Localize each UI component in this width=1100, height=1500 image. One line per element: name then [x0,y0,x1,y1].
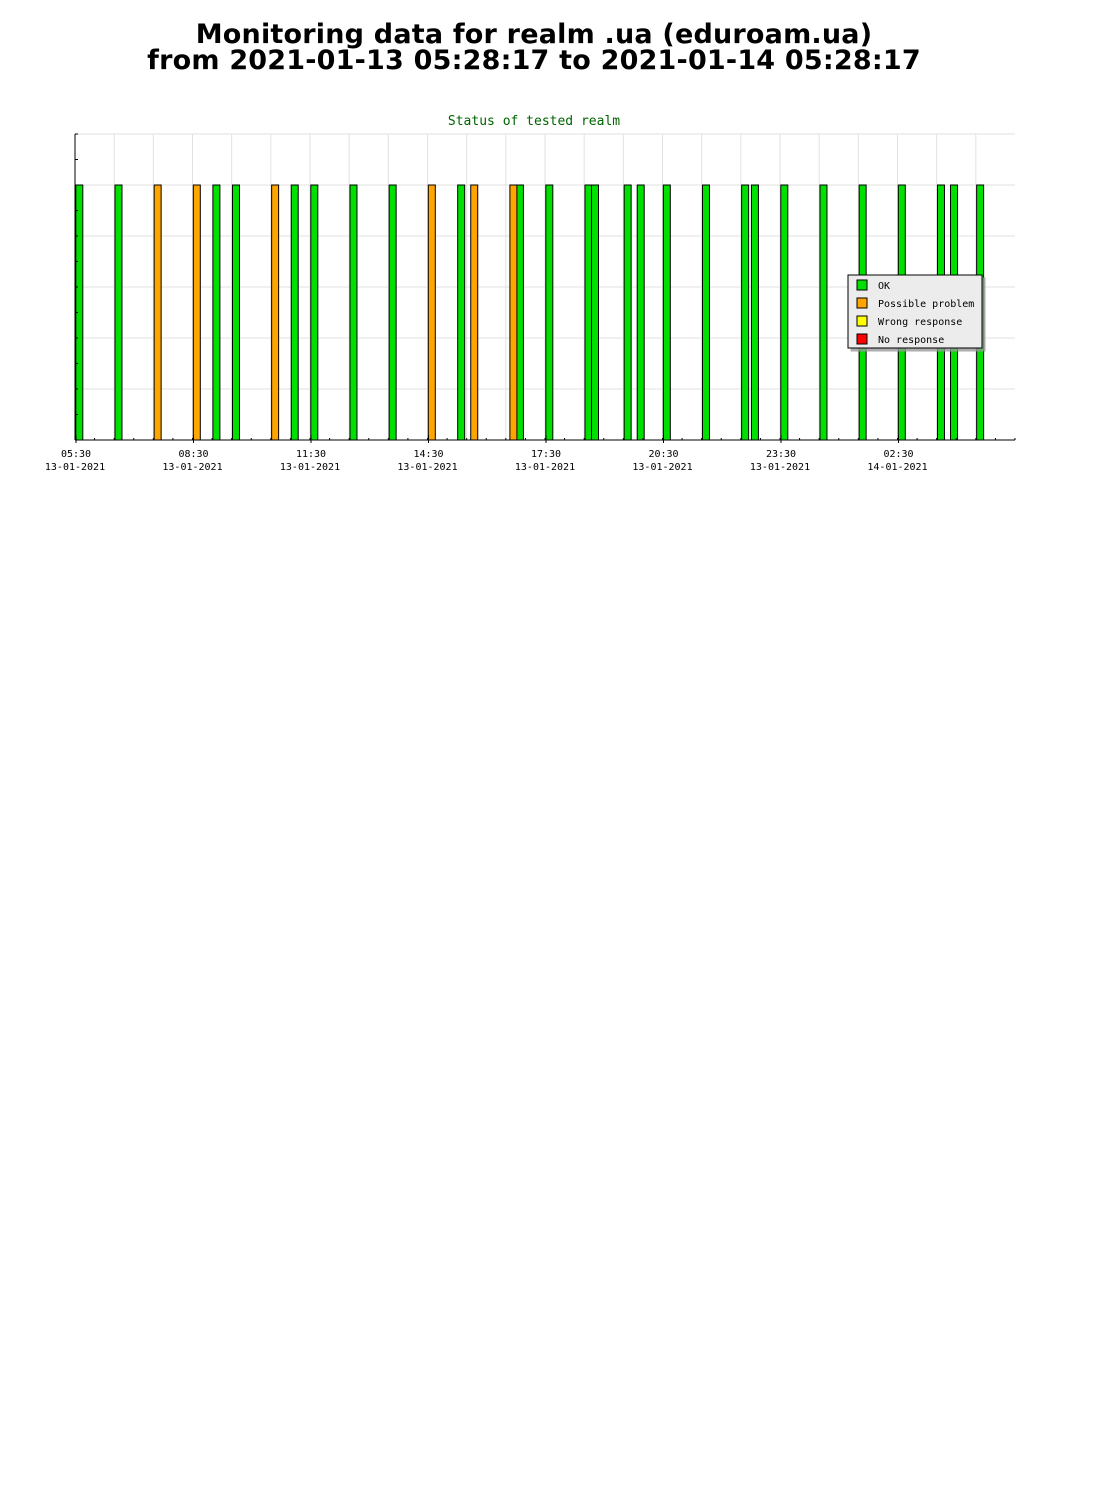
bar-ok [636,184,645,441]
chart-grid [75,133,1015,440]
x-tick-date: 13-01-2021 [632,462,692,473]
bar-ok [741,184,750,441]
page-title: Monitoring data for realm .ua (eduroam.u… [0,19,1068,76]
legend-label: OK [878,281,890,292]
x-tick-time: 08:30 [178,449,208,460]
title-line-period: from 2021-01-13 05:28:17 to 2021-01-14 0… [147,45,921,76]
legend-label: No response [878,335,944,346]
x-tick-time: 05:30 [61,449,91,460]
x-tick-date: 13-01-2021 [397,462,457,473]
chart-title: Status of tested realm [448,114,620,129]
x-axis-labels: 05:30 13-01-2021 08:30 13-01-2021 11:30 13-01… [45,435,928,473]
status-chart: Status of tested realm 05:30 13-01-2021 08… [45,114,1016,473]
bar-ok [290,184,299,441]
bar-possible-problem [427,184,436,441]
legend-label: Possible problem [878,299,974,310]
title-line-realm: Monitoring data for realm .ua (eduroam.u… [195,19,873,50]
x-tick-date: 13-01-2021 [280,462,340,473]
x-tick-date: 13-01-2021 [162,462,222,473]
bar-ok [515,184,524,441]
bar-possible-problem [509,184,518,441]
x-tick-date: 13-01-2021 [45,462,105,473]
bar-ok [212,184,221,441]
legend-label: Wrong response [878,317,962,328]
bar-ok [310,184,319,441]
x-tick-time: 11:30 [296,449,326,460]
legend-swatch [856,279,868,291]
bar-possible-problem [271,184,280,441]
bar-ok [545,184,554,441]
bar-ok [623,184,632,441]
bar-ok [231,184,240,441]
bar-possible-problem [192,184,201,441]
bar-ok [388,184,397,441]
chart-legend: OK Possible problem Wrong response No respo… [847,274,983,349]
bar-ok [780,184,789,441]
x-tick-time: 23:30 [766,449,796,460]
chart-bars [75,184,985,441]
bar-possible-problem [153,184,162,441]
bar-ok [457,184,466,441]
bar-ok [584,184,593,441]
bar-ok [591,184,599,441]
legend-swatch [856,333,868,345]
x-tick-time: 17:30 [531,449,561,460]
bar-ok [701,184,710,441]
x-tick-time: 20:30 [648,449,678,460]
bar-ok [662,184,671,441]
bar-possible-problem [470,184,479,441]
bar-ok [114,184,123,441]
legend-swatch [856,297,868,309]
x-tick-time: 14:30 [413,449,443,460]
bar-ok [349,184,358,441]
chart-axes [74,133,1016,441]
x-tick-date: 13-01-2021 [515,462,575,473]
legend-swatch [856,315,868,327]
x-tick-time: 02:30 [883,449,913,460]
x-tick-date: 14-01-2021 [867,462,927,473]
bar-ok [819,184,828,441]
x-tick-date: 13-01-2021 [750,462,810,473]
legend-box [847,274,983,349]
bar-ok [750,184,759,441]
